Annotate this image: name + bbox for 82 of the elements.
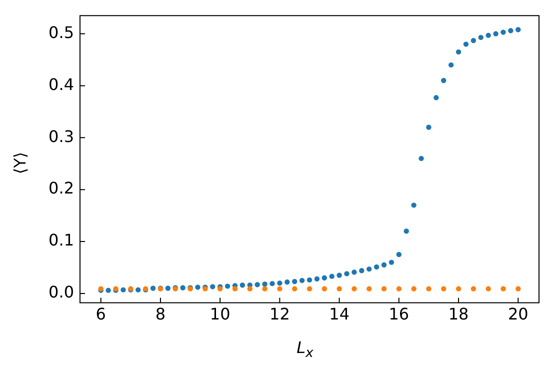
x-tick-label: 18	[448, 304, 469, 324]
y-tick-label: 0.4	[48, 74, 74, 94]
point	[262, 282, 268, 287]
point	[336, 272, 342, 278]
point	[456, 286, 462, 292]
point	[456, 49, 462, 55]
point	[426, 124, 432, 130]
point	[500, 30, 506, 35]
point	[299, 278, 305, 284]
point	[322, 275, 328, 280]
x-tick-label: 16	[388, 304, 410, 324]
point	[284, 279, 290, 285]
point	[136, 287, 141, 292]
point	[277, 280, 282, 286]
point	[404, 228, 409, 234]
point	[306, 277, 312, 283]
point	[247, 286, 252, 292]
point	[210, 284, 216, 290]
point	[516, 286, 521, 292]
point	[165, 286, 171, 291]
point	[448, 62, 454, 68]
x-tick-label: 14	[329, 304, 350, 324]
y-tick-label: 0.1	[48, 230, 74, 250]
point	[306, 286, 312, 292]
point	[411, 286, 416, 292]
point	[120, 287, 126, 292]
point	[329, 274, 334, 279]
point	[270, 280, 275, 286]
point	[388, 260, 394, 265]
point	[292, 286, 298, 292]
point	[463, 42, 469, 47]
x-tick-label: 10	[210, 304, 230, 324]
point	[352, 286, 357, 292]
y-tick-label: 0.5	[48, 22, 74, 42]
point	[180, 285, 186, 290]
point	[470, 286, 476, 292]
point	[516, 27, 521, 32]
point	[486, 32, 491, 38]
point	[277, 286, 282, 292]
point	[150, 286, 156, 291]
point	[426, 286, 432, 292]
point	[418, 156, 424, 162]
y-tick-label: 0.3	[48, 126, 74, 146]
point	[374, 264, 380, 270]
point	[500, 286, 506, 292]
x-tick-label: 6	[96, 304, 106, 324]
point	[336, 286, 342, 292]
point	[344, 271, 350, 276]
point	[434, 95, 439, 100]
point	[441, 78, 446, 84]
x-tick-label: 20	[508, 304, 528, 324]
y-axis-title: ⟨Y⟩	[10, 152, 30, 174]
point	[470, 38, 476, 44]
point	[411, 202, 416, 208]
point	[292, 278, 298, 284]
point	[106, 288, 111, 293]
point	[195, 284, 200, 290]
point	[314, 276, 320, 282]
point	[240, 282, 246, 288]
point	[224, 284, 230, 289]
point	[366, 266, 372, 272]
point	[322, 286, 328, 292]
point	[262, 286, 268, 292]
point	[366, 286, 372, 292]
point	[254, 282, 260, 288]
y-tick-label: 0.2	[48, 178, 74, 198]
point	[508, 28, 514, 34]
x-axis-title: L$_{x}$	[296, 338, 314, 362]
x-tick-label: 12	[270, 304, 290, 324]
point	[441, 286, 446, 292]
point	[352, 270, 357, 275]
point	[396, 252, 402, 258]
y-tick-label: 0.0	[48, 282, 74, 302]
point	[232, 286, 238, 292]
point	[493, 31, 498, 36]
point	[396, 286, 402, 292]
point	[486, 286, 491, 292]
point	[381, 286, 387, 292]
point	[381, 262, 387, 268]
point	[359, 268, 364, 274]
x-tick-label: 8	[155, 304, 166, 324]
point	[478, 34, 484, 40]
